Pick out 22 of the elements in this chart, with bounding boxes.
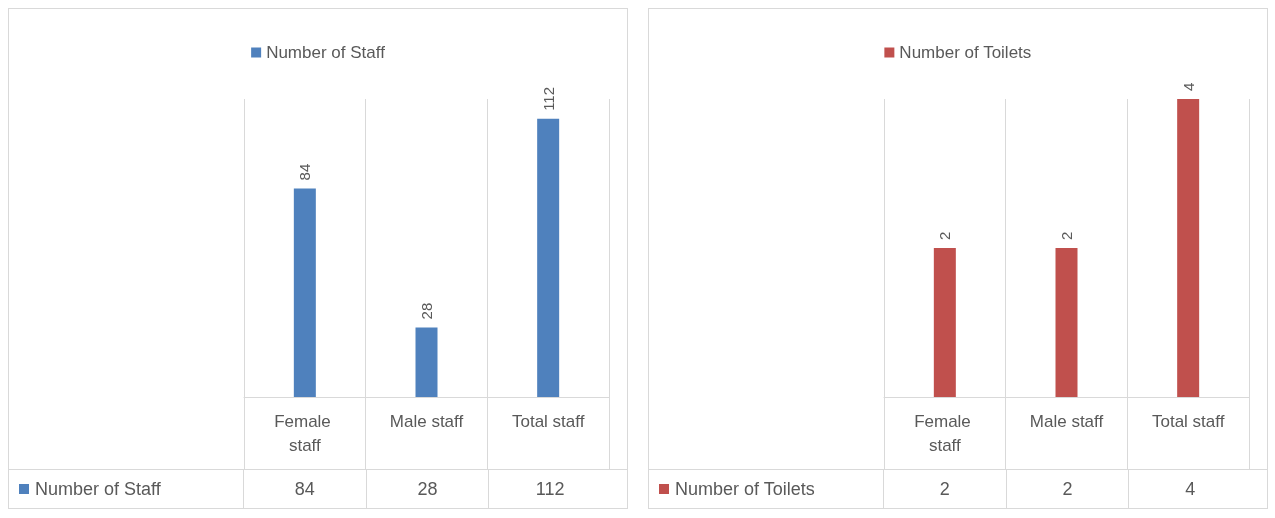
text: Number of Staff <box>35 478 161 499</box>
x-tick-label: Total staff <box>511 411 585 431</box>
data-label: 28 <box>366 470 490 508</box>
text: 84 <box>296 163 314 181</box>
data-label: 84 <box>244 470 367 508</box>
legend-label: Number of Toilets <box>899 43 1032 62</box>
legend-label: Number of Staff <box>266 43 386 62</box>
text: 4 <box>1179 82 1197 91</box>
text: 28 <box>418 302 435 320</box>
text: 2 <box>1058 231 1075 240</box>
data-label: 2 <box>884 470 1007 508</box>
text: Number of Toilets <box>675 478 815 499</box>
x-tick-label: Male staff <box>1029 411 1104 431</box>
text: 112 <box>539 86 557 111</box>
data-label: 4 <box>1184 477 1197 501</box>
x-tick-label: Male staff <box>389 411 464 431</box>
x-tick-label: Female staff <box>914 411 976 455</box>
text: 2 <box>936 231 954 240</box>
data-label: 2 <box>1006 470 1130 508</box>
x-tick-label: Female staff <box>274 411 336 455</box>
x-tick-label: Total staff <box>1151 411 1225 431</box>
data-label: 112 <box>534 477 566 501</box>
